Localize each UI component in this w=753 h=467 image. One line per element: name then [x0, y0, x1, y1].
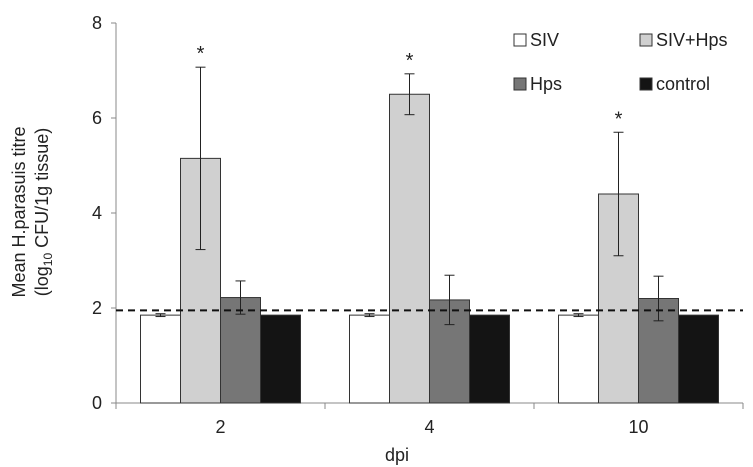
y-tick-label: 4 — [92, 203, 102, 223]
legend-label-control: control — [656, 74, 710, 94]
y-axis-title-line2: (log10 CFU/1g tissue) — [32, 128, 55, 296]
bar-siv — [140, 314, 181, 404]
legend-label-siv-hps: SIV+Hps — [656, 30, 728, 50]
y-tick-label: 2 — [92, 298, 102, 318]
bar-siv-hps — [389, 93, 430, 404]
legend-label-hps: Hps — [530, 74, 562, 94]
bar-control — [260, 314, 301, 404]
legend-swatch-hps — [513, 77, 527, 91]
x-tick-label: 2 — [215, 417, 225, 437]
legend-swatch-siv — [513, 33, 527, 47]
bar-control — [678, 314, 719, 404]
legend-swatch-control — [639, 77, 653, 91]
x-tick-label: 10 — [628, 417, 648, 437]
plot-area: * * * — [115, 23, 743, 404]
bar-siv-hps — [180, 157, 221, 404]
legend-label-siv: SIV — [530, 30, 559, 50]
bar-siv — [558, 314, 599, 404]
x-axis-title: dpi — [385, 445, 409, 465]
y-tick-label: 0 — [92, 393, 102, 413]
y-tick-label: 8 — [92, 13, 102, 33]
y-axis-ticks: 0 2 4 6 8 — [92, 13, 116, 413]
y-axis-title: Mean H.parasuis titre — [9, 126, 29, 297]
significance-star: * — [197, 43, 205, 65]
bar-control — [469, 314, 510, 404]
x-tick-label: 4 — [424, 417, 434, 437]
significance-star: * — [615, 108, 623, 130]
bar-hps — [638, 298, 679, 404]
x-axis-ticks: 2 4 10 — [115, 403, 744, 437]
y-tick-label: 6 — [92, 108, 102, 128]
legend: SIV SIV+Hps Hps control — [513, 30, 728, 94]
significance-star: * — [406, 50, 414, 72]
legend-swatch-siv-hps — [639, 33, 653, 47]
bar-siv — [349, 314, 390, 404]
